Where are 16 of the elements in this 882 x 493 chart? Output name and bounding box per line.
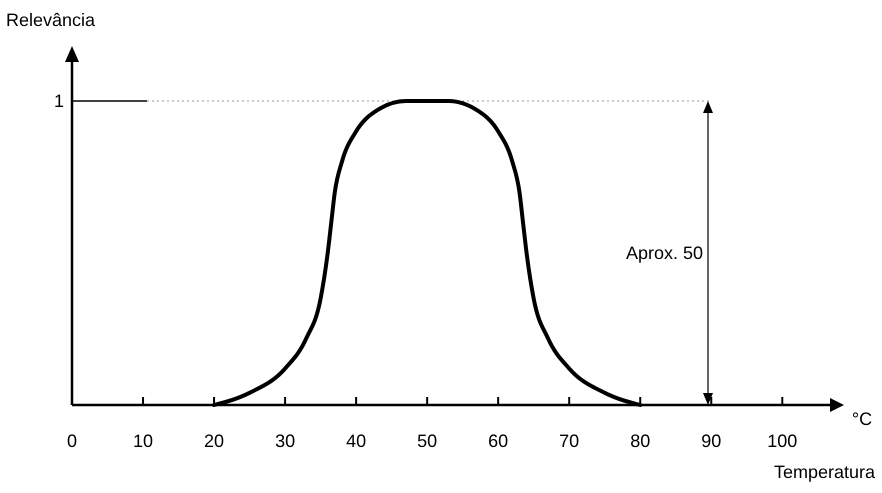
x-tick-label: 60 bbox=[488, 431, 508, 451]
x-axis-title: Temperatura bbox=[774, 462, 876, 482]
x-tick-label: 30 bbox=[275, 431, 296, 451]
x-tick-label: 20 bbox=[204, 431, 224, 451]
x-tick-label: 70 bbox=[559, 431, 580, 451]
x-tick-label: 80 bbox=[630, 431, 650, 451]
x-tick-label: 50 bbox=[417, 431, 438, 451]
y-axis-title: Relevância bbox=[6, 10, 96, 30]
annotation: Aprox. 50 bbox=[626, 243, 703, 263]
x-tick-label: 0 bbox=[66, 431, 78, 451]
x-tick-label: 90 bbox=[701, 431, 722, 451]
x-tick-label: 10 bbox=[133, 431, 154, 451]
x-tick-label: 40 bbox=[346, 431, 366, 451]
text: °C bbox=[852, 409, 872, 429]
ref-line-label: 1 bbox=[54, 91, 64, 111]
x-tick-label: 100 bbox=[767, 431, 798, 451]
